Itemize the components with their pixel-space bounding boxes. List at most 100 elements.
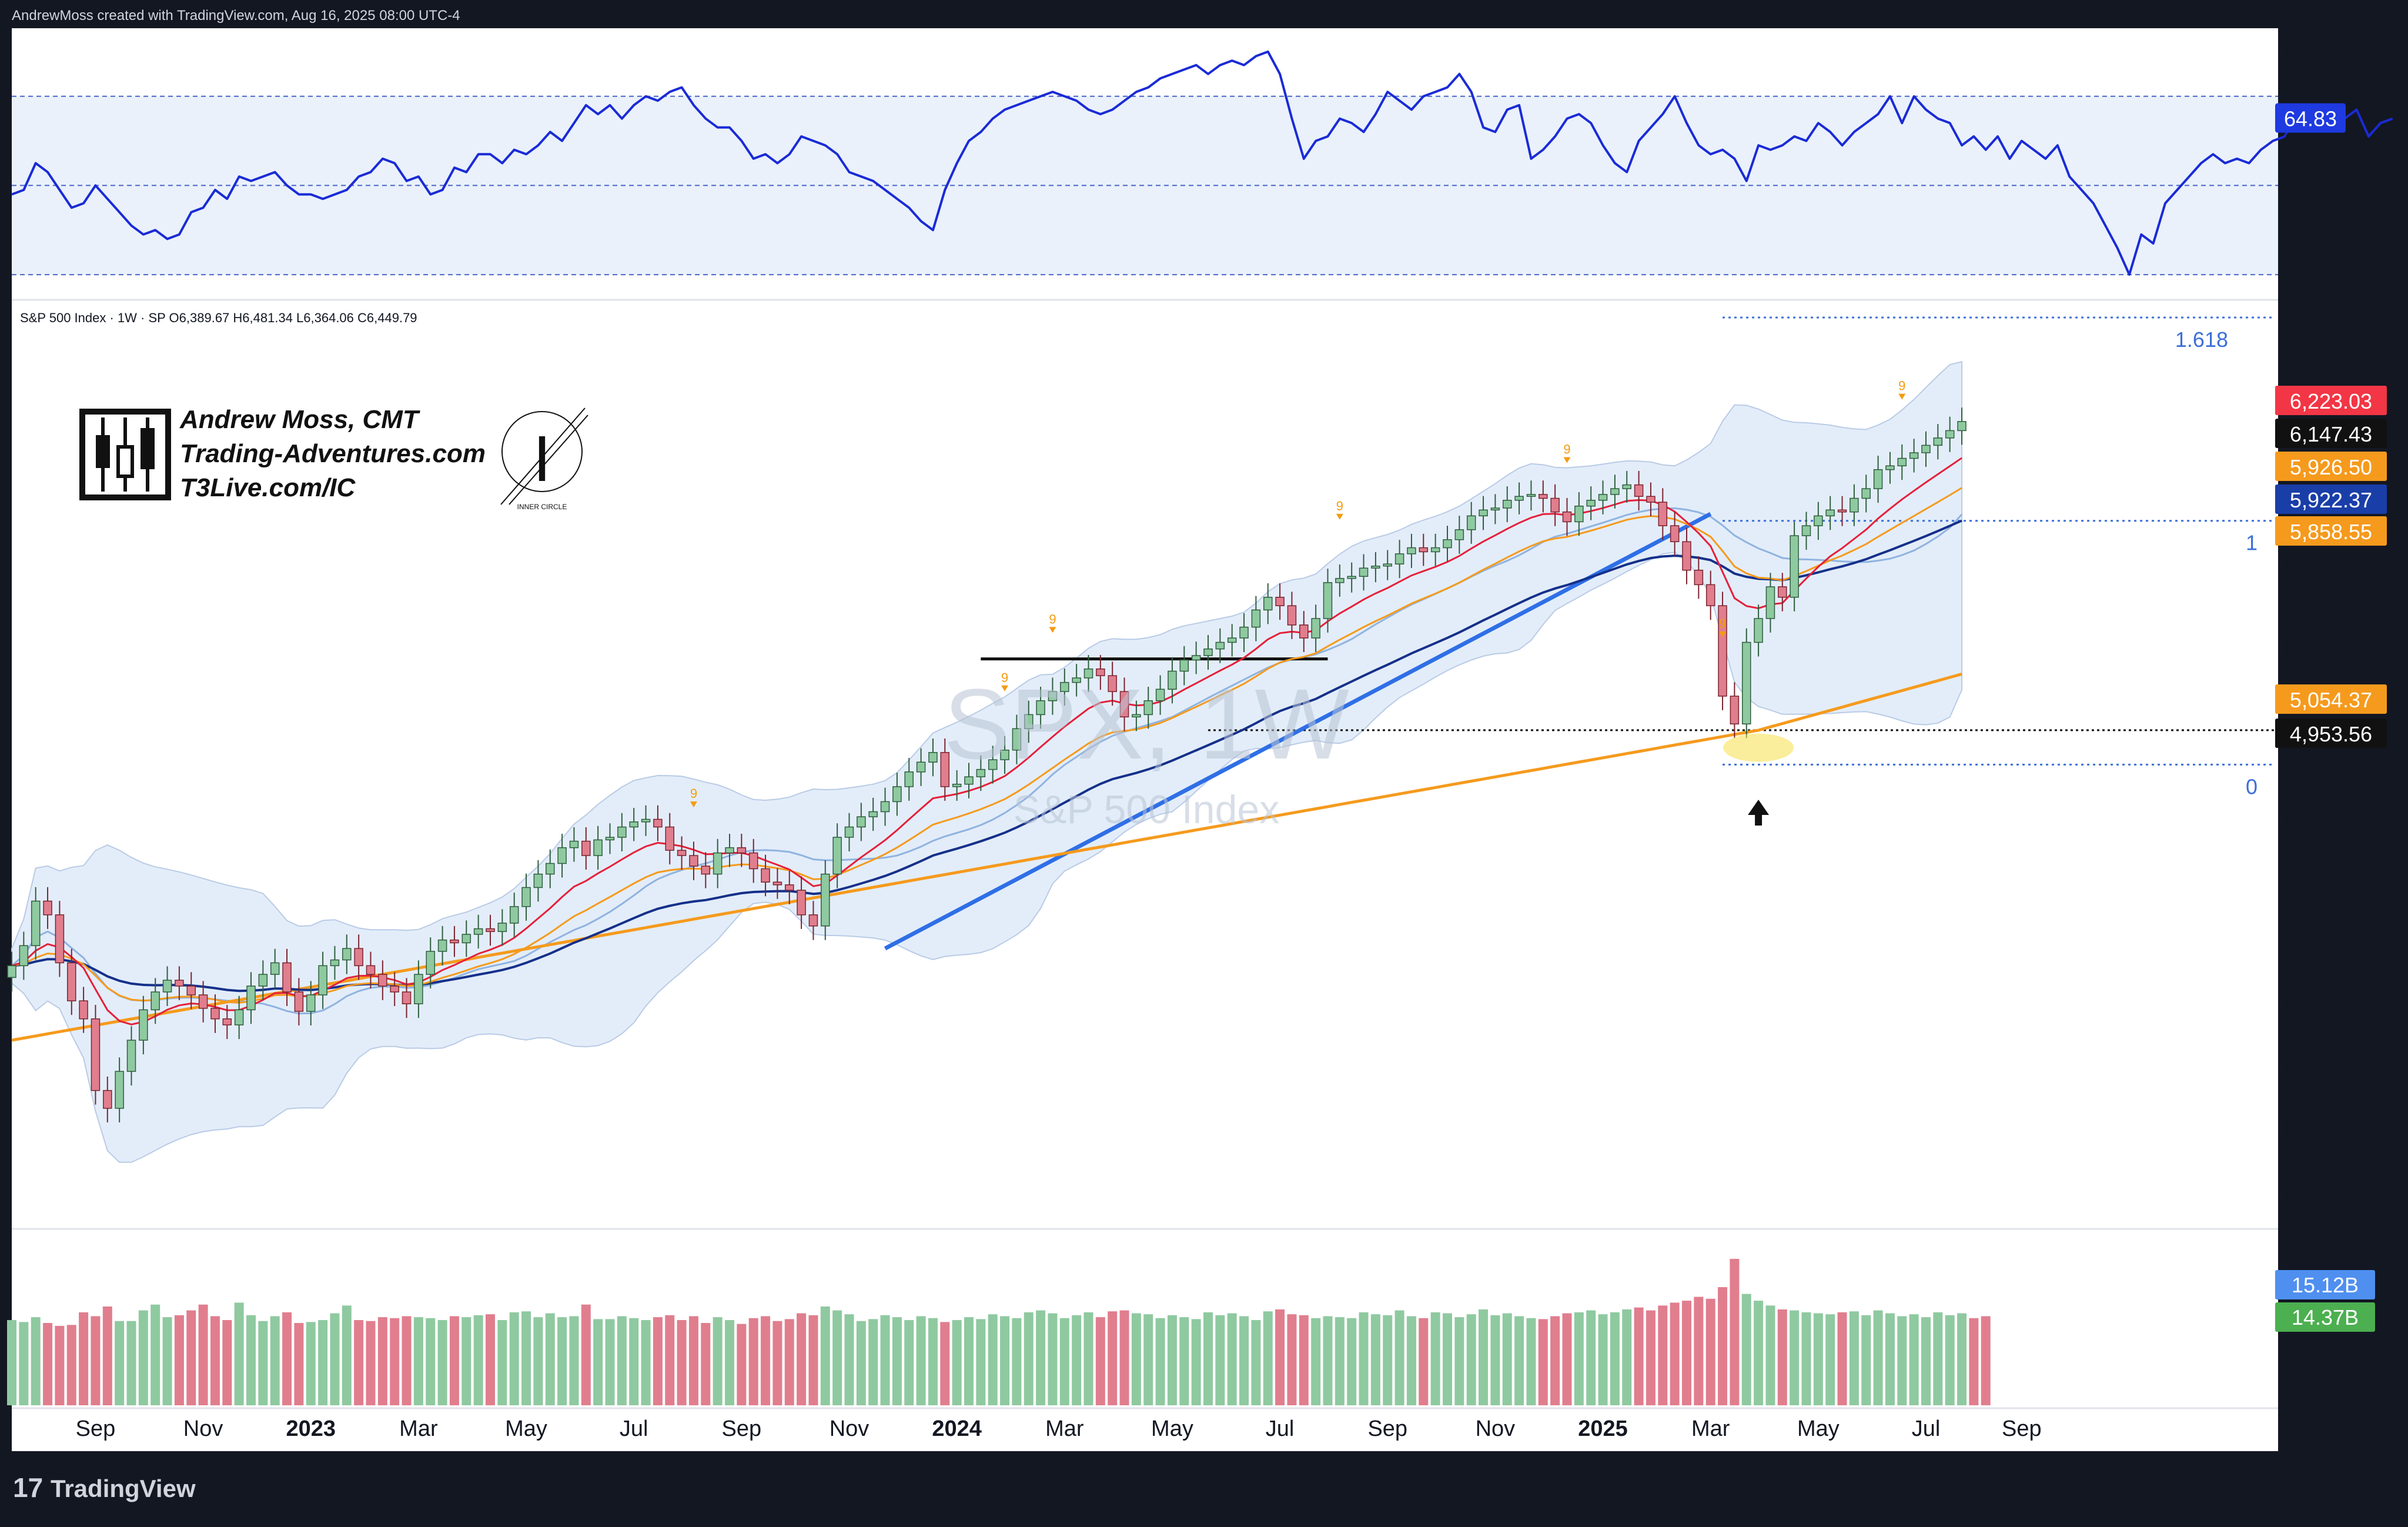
candle-body xyxy=(521,887,531,907)
x-tick-label: Nov xyxy=(183,1416,223,1441)
candle-body xyxy=(1945,430,1955,439)
volume-bar xyxy=(1586,1310,1596,1405)
candle-body xyxy=(546,863,555,875)
volume-bar xyxy=(115,1321,125,1405)
candle-body xyxy=(1371,565,1380,569)
volume-bar xyxy=(126,1321,136,1405)
candle-body xyxy=(1000,749,1009,760)
volume-bar xyxy=(545,1313,555,1405)
candles-logo-box xyxy=(79,409,171,500)
candle-body xyxy=(1155,689,1165,701)
price-badge xyxy=(2275,419,2387,448)
volume-bar xyxy=(1048,1313,1058,1405)
candle-body xyxy=(1850,497,1859,513)
candle-body xyxy=(964,776,974,785)
candle-body xyxy=(1885,465,1895,470)
candle-body xyxy=(533,873,543,888)
candle-body xyxy=(1060,681,1069,692)
volume-bar xyxy=(1347,1318,1357,1405)
candle-body xyxy=(1299,624,1309,639)
low-highlight xyxy=(1723,733,1794,762)
candle-body xyxy=(1275,597,1285,606)
price-badge-label: 5,054.37 xyxy=(2290,688,2372,712)
candle-body xyxy=(1036,700,1045,716)
volume-bar xyxy=(1765,1305,1775,1405)
volume-bar xyxy=(1323,1316,1333,1405)
volume-bar xyxy=(1443,1313,1452,1405)
volume-bar xyxy=(605,1319,615,1405)
price-tick-label: 4,600.00 xyxy=(2284,805,2371,830)
volume-bar xyxy=(1275,1309,1285,1405)
volume-bar xyxy=(497,1320,507,1405)
candle-body xyxy=(593,839,603,856)
x-tick-label: Nov xyxy=(830,1416,869,1441)
volume-bar xyxy=(856,1321,866,1405)
volume-bar xyxy=(844,1314,854,1405)
price-pane: 1.618 1 0 9 9 9 9 9 9 9 S&P 500 Index · 1W · SP O6… xyxy=(7,310,2387,1230)
seq9-arrow xyxy=(1336,513,1343,520)
candle-body xyxy=(1598,494,1608,501)
candle-body xyxy=(1490,507,1500,511)
candle-body xyxy=(79,1000,88,1020)
candle-body xyxy=(1083,668,1093,679)
candle-body xyxy=(1670,525,1680,543)
price-tick-label: 5,700.00 xyxy=(2284,554,2371,579)
volume-bar xyxy=(1000,1316,1010,1405)
volume-bar xyxy=(569,1316,579,1405)
volume-bar xyxy=(737,1324,747,1405)
candle-body xyxy=(1503,500,1512,509)
candle-body xyxy=(892,786,902,803)
volume-bar xyxy=(1335,1317,1345,1405)
volume-bar xyxy=(1227,1313,1237,1405)
candle-body xyxy=(832,837,842,875)
candle-body xyxy=(1622,484,1631,489)
candle-body xyxy=(1765,586,1775,619)
volume-bar xyxy=(79,1312,89,1405)
candle-body xyxy=(1742,641,1751,725)
author-site2: T3Live.com/IC xyxy=(180,473,356,502)
candle-body xyxy=(808,914,818,927)
volume-bar xyxy=(1191,1319,1201,1405)
volume-bar xyxy=(486,1314,495,1405)
seq9-label: 9 xyxy=(1001,670,1008,685)
candle-body xyxy=(55,914,65,964)
candle-body xyxy=(234,1009,244,1025)
candle-body xyxy=(378,974,387,987)
volume-bar xyxy=(330,1313,340,1405)
candle-body xyxy=(1646,496,1656,503)
candle-body xyxy=(1658,502,1668,526)
x-tick-label: Sep xyxy=(76,1416,116,1441)
volume-bar xyxy=(162,1317,172,1405)
volume-bar xyxy=(1083,1312,1093,1405)
candle-body xyxy=(414,974,423,1004)
author-site: Trading-Adventures.com xyxy=(180,439,486,468)
volume-bar xyxy=(1383,1315,1393,1405)
candle-body xyxy=(1933,437,1943,446)
volume-bar xyxy=(1801,1312,1811,1405)
volume-bar xyxy=(916,1316,926,1405)
seq9-arrow xyxy=(1898,393,1906,400)
volume-bar xyxy=(1897,1316,1907,1405)
volume-bar xyxy=(1718,1287,1728,1405)
volume-bar xyxy=(1957,1313,1967,1405)
volume-bar xyxy=(1095,1317,1105,1405)
volume-bar xyxy=(1622,1309,1632,1405)
volume-bar xyxy=(1634,1307,1644,1405)
rsi-last-badge xyxy=(2275,103,2346,133)
watermark-symbol: SPX, 1W xyxy=(944,669,1349,780)
volume-bar xyxy=(1682,1301,1691,1405)
volume-bar xyxy=(102,1307,112,1405)
candle-body xyxy=(988,759,998,770)
candle-body xyxy=(1801,525,1811,536)
volume-bar xyxy=(1813,1313,1823,1405)
price-badge-label: 4,953.56 xyxy=(2290,722,2372,746)
candle-body xyxy=(1539,494,1548,499)
volume-scale-tick: 10B xyxy=(2284,1333,2322,1357)
candle-body xyxy=(785,884,794,891)
ema-20-line xyxy=(11,487,1962,1004)
volume-bar xyxy=(1873,1310,1883,1405)
candle-body xyxy=(569,840,579,848)
candle-body xyxy=(162,980,172,993)
up-arrow-icon xyxy=(1748,800,1770,826)
